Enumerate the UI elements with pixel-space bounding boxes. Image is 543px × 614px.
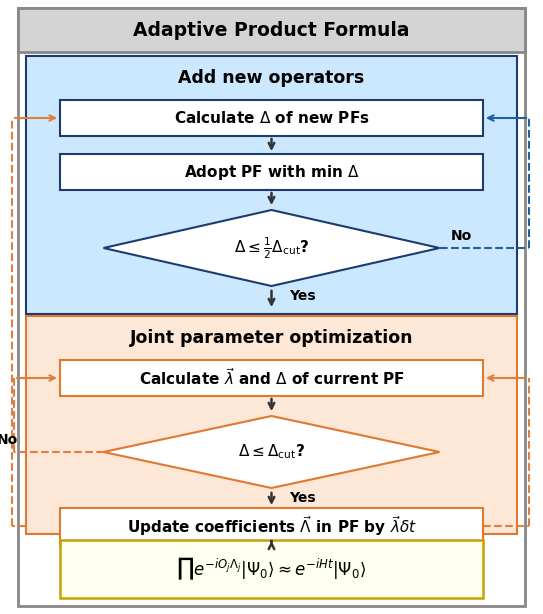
FancyBboxPatch shape [18,8,525,606]
Text: Calculate $\Delta$ of new PFs: Calculate $\Delta$ of new PFs [174,110,369,126]
Text: Add new operators: Add new operators [178,69,365,87]
FancyBboxPatch shape [60,154,483,190]
Polygon shape [104,416,439,488]
Text: Adaptive Product Formula: Adaptive Product Formula [133,20,410,39]
FancyBboxPatch shape [26,316,517,534]
Text: No: No [451,229,472,243]
FancyBboxPatch shape [60,540,483,598]
Text: Yes: Yes [289,289,316,303]
Text: $\Delta \leq \Delta_{\rm cut}$?: $\Delta \leq \Delta_{\rm cut}$? [238,443,305,461]
Text: Joint parameter optimization: Joint parameter optimization [130,329,413,347]
FancyBboxPatch shape [60,508,483,544]
Polygon shape [104,210,439,286]
FancyBboxPatch shape [60,100,483,136]
FancyBboxPatch shape [18,8,525,52]
Text: $\Delta \leq \frac{1}{2}\Delta_{\rm cut}$?: $\Delta \leq \frac{1}{2}\Delta_{\rm cut}… [233,235,310,261]
Text: Adopt PF with min $\Delta$: Adopt PF with min $\Delta$ [184,163,359,182]
Text: Calculate $\vec{\lambda}$ and $\Delta$ of current PF: Calculate $\vec{\lambda}$ and $\Delta$ o… [138,368,405,389]
Text: $\prod e^{-iO_j\Lambda_j}|\Psi_0\rangle \approx e^{-iHt}|\Psi_0\rangle$: $\prod e^{-iO_j\Lambda_j}|\Psi_0\rangle … [176,556,367,582]
Text: Update coefficients $\vec{\Lambda}$ in PF by $\vec{\lambda}\delta t$: Update coefficients $\vec{\Lambda}$ in P… [127,514,416,538]
FancyBboxPatch shape [60,360,483,396]
Text: Yes: Yes [289,491,316,505]
Text: No: No [0,433,18,447]
FancyBboxPatch shape [26,56,517,314]
